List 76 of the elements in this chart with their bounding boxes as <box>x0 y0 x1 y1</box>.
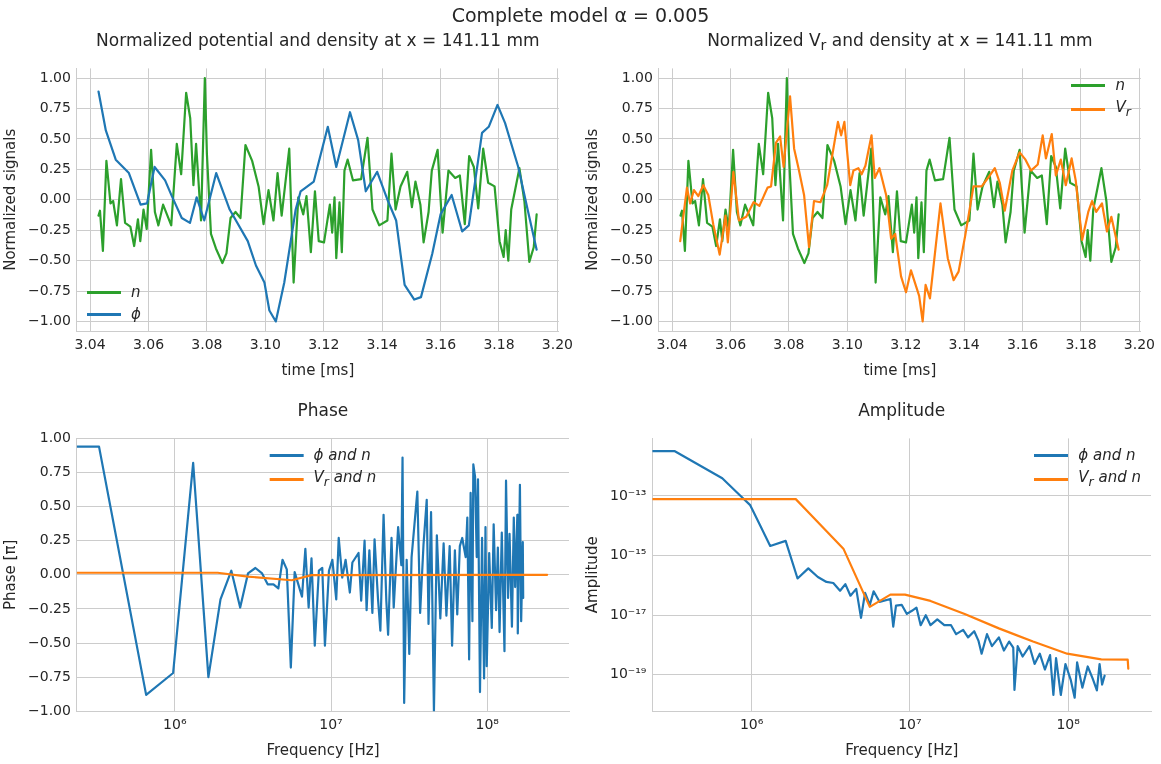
x-tick-label: 3.16 <box>424 336 457 353</box>
x-tick-label: 3.20 <box>541 336 573 353</box>
y-axis-title: Phase [π] <box>0 539 19 610</box>
x-tick-label: 3.10 <box>831 336 863 353</box>
x-axis-title: Frequency [Hz] <box>266 740 380 759</box>
y-axis-title: Normalized signals <box>582 128 601 271</box>
y-tick-label: −1.00 <box>28 312 71 329</box>
x-tick-label: 10⁸ <box>475 716 500 733</box>
y-tick-label: 10⁻¹³ <box>609 486 647 503</box>
y-tick-label: 10⁻¹⁵ <box>609 546 647 563</box>
y-tick-label: 0.25 <box>39 531 71 548</box>
legend-label: ϕ <box>130 304 141 326</box>
y-tick-label: 0.75 <box>39 99 71 116</box>
chart-title: Normalized potential and density at x = 141.11 mm <box>95 30 541 52</box>
chart-title: Amplitude <box>857 400 947 422</box>
legend-label: V$_{r}$ <box>1115 97 1131 122</box>
y-tick-label: 0.50 <box>39 129 71 146</box>
x-tick-label: 3.12 <box>308 336 340 353</box>
x-tick-label: 3.20 <box>1123 336 1155 353</box>
y-tick-label: 1.00 <box>621 68 653 85</box>
y-axis-title: Amplitude <box>582 536 601 614</box>
x-tick-label: 3.10 <box>249 336 281 353</box>
y-tick-label: 0.00 <box>621 190 653 207</box>
y-tick-label: 0.25 <box>39 160 71 177</box>
y-tick-label: 0.50 <box>39 497 71 514</box>
legend-label: ϕ and n <box>313 445 371 467</box>
y-tick-label: −0.75 <box>610 281 653 298</box>
x-axis-title: Frequency [Hz] <box>845 740 959 759</box>
x-tick-label: 3.08 <box>773 336 805 353</box>
x-axis-title: time [ms] <box>863 360 937 379</box>
y-tick-label: 10⁻¹⁹ <box>609 665 647 682</box>
y-tick-label: 0.50 <box>621 129 653 146</box>
y-tick-label: −0.25 <box>28 220 71 237</box>
y-tick-label: −1.00 <box>610 312 653 329</box>
x-tick-label: 3.12 <box>890 336 922 353</box>
y-tick-label: 0.00 <box>39 565 71 582</box>
x-axis-title: time [ms] <box>281 360 355 379</box>
x-tick-label: 10⁸ <box>1056 716 1081 733</box>
y-tick-label: −0.50 <box>28 251 71 268</box>
legend-label: n <box>1115 75 1125 97</box>
y-tick-label: 0.75 <box>621 99 653 116</box>
legend-label: V$_{r}$ and n <box>313 467 377 492</box>
y-tick-label: −0.25 <box>28 599 71 616</box>
legend-label: n <box>130 282 141 304</box>
y-tick-label: 1.00 <box>39 429 71 446</box>
x-tick-label: 3.04 <box>656 336 688 353</box>
x-tick-label: 10⁷ <box>898 716 922 733</box>
y-tick-label: 0.75 <box>39 463 71 480</box>
x-tick-label: 3.14 <box>948 336 980 353</box>
y-tick-label: −0.75 <box>28 667 71 684</box>
x-tick-label: 3.18 <box>1065 336 1097 353</box>
y-axis-title: Normalized signals <box>0 128 19 271</box>
x-tick-label: 10⁶ <box>739 716 764 733</box>
y-tick-label: 10⁻¹⁷ <box>609 605 647 622</box>
legend-label: V$_{r}$ and n <box>1078 467 1141 492</box>
x-tick-label: 3.06 <box>714 336 747 353</box>
y-tick-label: −0.25 <box>610 220 653 237</box>
x-tick-label: 3.06 <box>132 336 165 353</box>
legend-label: ϕ and n <box>1078 445 1136 467</box>
y-tick-label: −0.50 <box>610 251 653 268</box>
chart-title: Phase <box>296 400 350 422</box>
text: Complete model α = 0.005 <box>450 4 711 26</box>
x-tick-label: 3.18 <box>483 336 515 353</box>
y-tick-label: 0.00 <box>39 190 71 207</box>
x-tick-label: 3.04 <box>74 336 106 353</box>
y-tick-label: 1.00 <box>39 68 71 85</box>
y-tick-label: 0.25 <box>621 160 653 177</box>
y-tick-label: −0.50 <box>28 633 71 650</box>
chart-title: Normalized V$_{r}$ and density at x = 141.11 mm <box>706 30 1094 54</box>
x-tick-label: 10⁷ <box>319 716 343 733</box>
y-tick-label: −0.75 <box>28 281 71 298</box>
x-tick-label: 10⁶ <box>163 716 187 733</box>
x-tick-label: 3.16 <box>1006 336 1039 353</box>
y-tick-label: −1.00 <box>28 701 71 718</box>
x-tick-label: 3.08 <box>191 336 223 353</box>
x-tick-label: 3.14 <box>366 336 398 353</box>
